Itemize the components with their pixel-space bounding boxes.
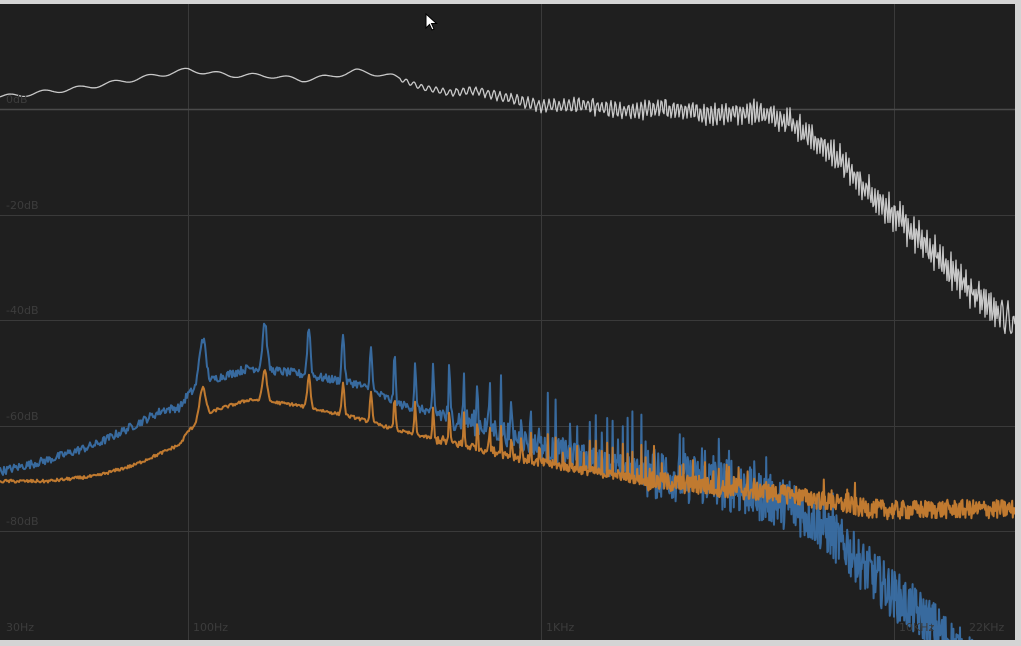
y-tick-label: -60dB xyxy=(6,409,39,423)
y-tick-label: -40dB xyxy=(6,303,39,317)
response-trace xyxy=(0,67,1015,335)
x-tick-label: 1KHz xyxy=(546,621,575,634)
x-tick-label: 30Hz xyxy=(6,621,35,634)
x-tick-label: 22KHz xyxy=(969,621,1005,634)
input-spectrum-trace xyxy=(0,322,974,640)
mouse-pointer-icon xyxy=(425,13,438,31)
y-tick-label: 0dB xyxy=(6,92,28,106)
y-tick-label: -80dB xyxy=(6,514,39,528)
y-tick-label: -20dB xyxy=(6,198,39,212)
x-tick-label: 100Hz xyxy=(193,621,229,634)
x-tick-label: 10KHz xyxy=(899,621,935,634)
spectrum-analyzer-plot[interactable]: 30Hz 100Hz 1KHz 10KHz 22KHz 0dB -20dB -40dB -60d… xyxy=(0,4,1015,640)
output-spectrum-trace xyxy=(0,369,1015,521)
spectrum-graph xyxy=(0,4,1015,640)
